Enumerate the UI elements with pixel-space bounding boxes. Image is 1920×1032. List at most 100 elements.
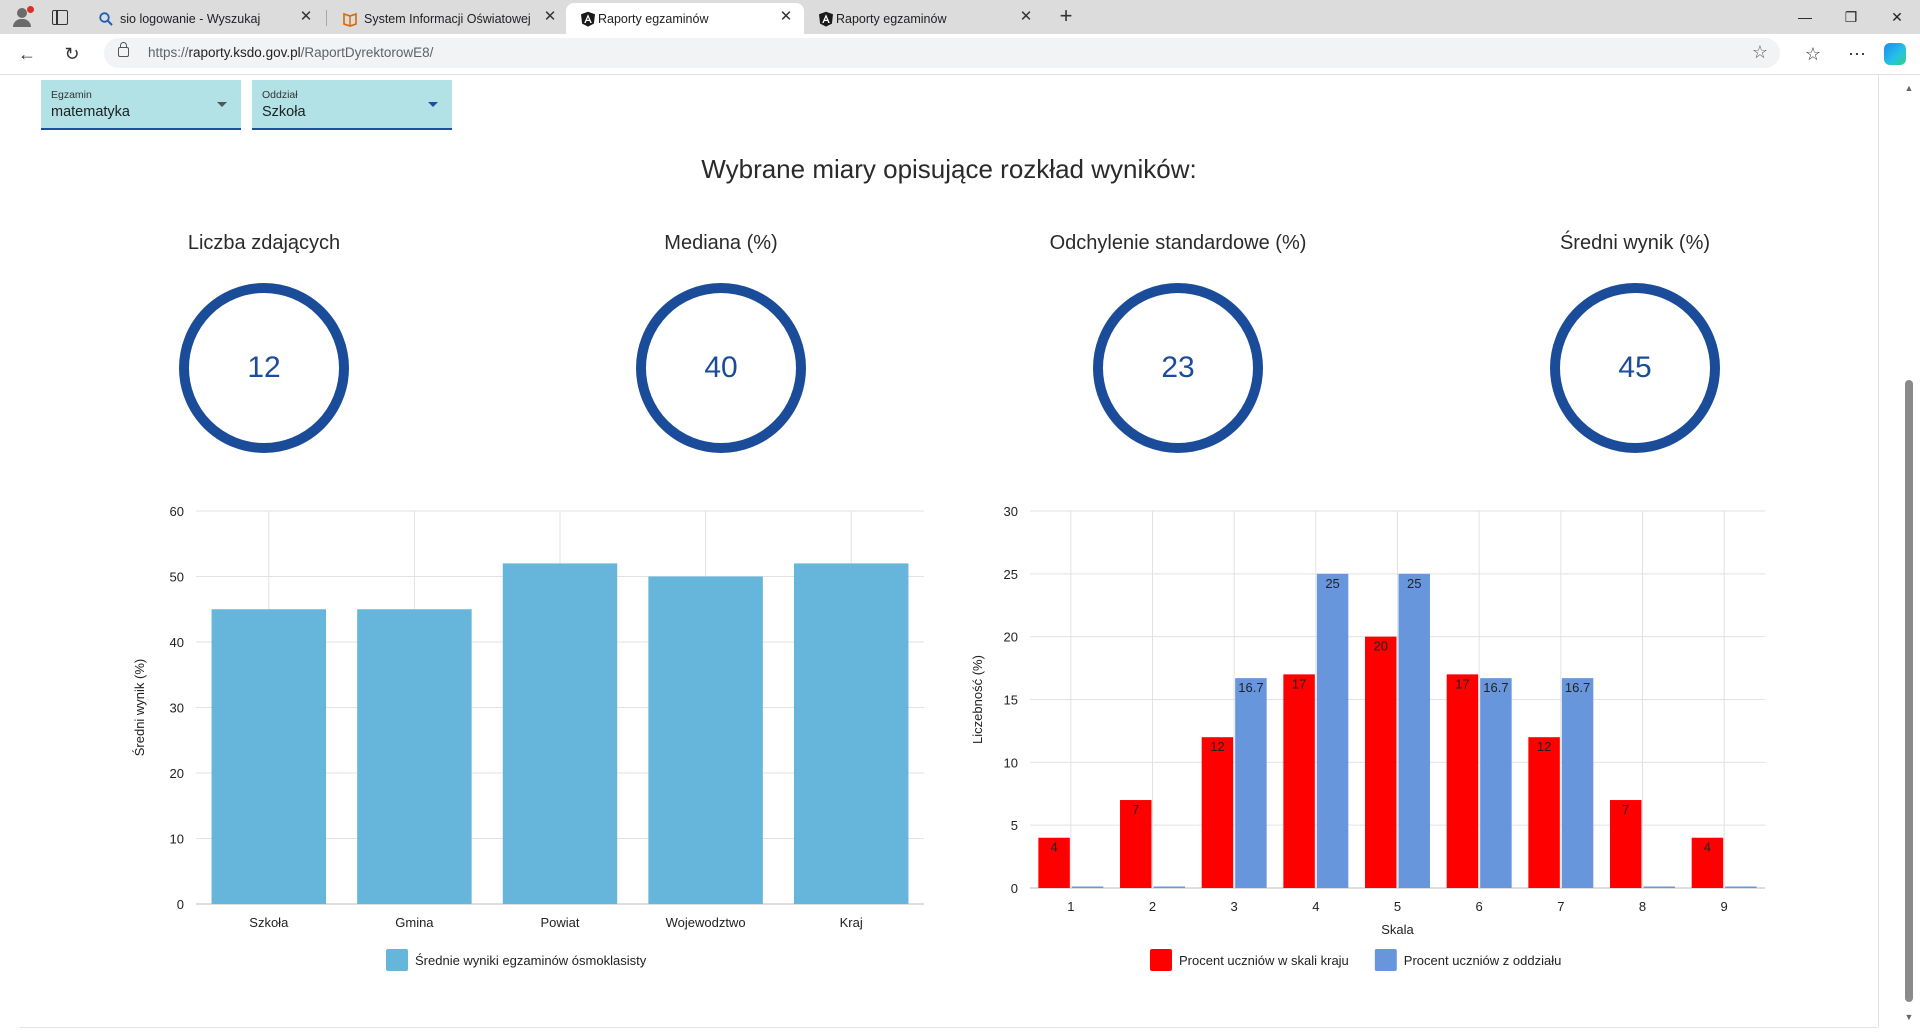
bar xyxy=(1153,886,1185,888)
section-title: Wybrane miary opisujące rozkład wyników: xyxy=(701,154,1197,184)
y-tick-label: 50 xyxy=(170,570,184,585)
y-tick-label: 30 xyxy=(170,701,184,716)
data-label: 17 xyxy=(1455,676,1469,691)
bar xyxy=(1201,737,1234,888)
y-tick-label: 10 xyxy=(1004,755,1018,770)
close-tab-icon[interactable]: ✕ xyxy=(1019,8,1033,25)
bar xyxy=(1398,573,1430,888)
scroll-up-arrow-icon[interactable]: ▲ xyxy=(1904,83,1914,93)
bar xyxy=(1610,800,1642,888)
browser-tab-1[interactable]: sio logowanie - Wyszukaj ✕ xyxy=(84,3,324,34)
division-select[interactable]: Oddział Szkoła xyxy=(252,80,452,130)
metric-label-mean: Średni wynik (%) xyxy=(1559,232,1711,254)
bar xyxy=(1283,674,1315,888)
x-tick-label: 5 xyxy=(1394,899,1401,914)
data-label: 16.7 xyxy=(1238,680,1263,695)
close-tab-icon[interactable]: ✕ xyxy=(299,8,313,25)
bar xyxy=(1691,837,1724,888)
x-tick-label: 1 xyxy=(1067,899,1074,914)
bar xyxy=(1446,674,1479,888)
restore-window-icon[interactable]: ❐ xyxy=(1844,9,1858,25)
x-tick-label: Gmina xyxy=(395,915,434,930)
bar xyxy=(793,563,909,904)
minimize-window-icon[interactable]: — xyxy=(1798,9,1812,25)
x-tick-label: 7 xyxy=(1557,899,1564,914)
metric-label-count: Liczba zdających xyxy=(187,232,341,254)
more-options-icon[interactable]: ⋯ xyxy=(1848,44,1866,64)
tab-title: Raporty egzaminów xyxy=(836,12,947,26)
address-bar[interactable]: https://raporty.ksdo.gov.pl/RaportDyrekt… xyxy=(104,38,1780,68)
new-tab-plus-icon[interactable]: + xyxy=(1059,3,1073,28)
x-tick-label: Powiat xyxy=(540,915,579,930)
y-tick-label: 0 xyxy=(1011,881,1018,896)
legend-swatch xyxy=(386,949,408,971)
data-label: 16.7 xyxy=(1565,680,1590,695)
bar xyxy=(1071,886,1104,888)
metric-value-median: 40 xyxy=(704,351,738,384)
bar xyxy=(357,609,472,904)
x-tick-label: 6 xyxy=(1476,899,1483,914)
x-tick-label: 2 xyxy=(1149,899,1156,914)
close-tab-icon[interactable]: ✕ xyxy=(779,8,793,25)
exam-select-label: Egzamin xyxy=(51,89,92,101)
division-select-value: Szkoła xyxy=(262,104,306,120)
data-label: 17 xyxy=(1292,676,1306,691)
data-label: 25 xyxy=(1407,576,1421,591)
bar xyxy=(648,576,763,904)
legend-label: Procent uczniów z oddziału xyxy=(1404,953,1562,968)
tab-title: System Informacji Oświatowej xyxy=(364,12,531,26)
y-tick-label: 25 xyxy=(1004,567,1018,582)
metric-circle-count: 12 xyxy=(179,283,349,453)
scroll-down-arrow-icon[interactable]: ▼ xyxy=(1904,1012,1914,1022)
profile-icon[interactable] xyxy=(12,6,34,27)
x-tick-label: Wojewodztwo xyxy=(666,915,746,930)
legend-label: Procent uczniów w skali kraju xyxy=(1179,953,1349,968)
tab-actions-icon[interactable] xyxy=(52,10,68,25)
bar xyxy=(1725,886,1757,888)
y-axis-title: Średni wynik (%) xyxy=(132,659,147,757)
close-tab-icon[interactable]: ✕ xyxy=(543,8,557,25)
legend-label: Średnie wyniki egzaminów ósmoklasisty xyxy=(415,953,647,968)
y-tick-label: 5 xyxy=(1011,818,1018,833)
tab-title: Raporty egzaminów xyxy=(598,12,709,26)
bar xyxy=(1120,800,1152,888)
close-window-icon[interactable]: ✕ xyxy=(1891,9,1903,25)
data-label: 7 xyxy=(1132,802,1139,817)
data-label: 4 xyxy=(1704,840,1711,855)
data-label: 4 xyxy=(1050,840,1057,855)
y-tick-label: 30 xyxy=(1004,504,1018,519)
metric-circle-median: 40 xyxy=(636,283,806,453)
book-favicon-icon xyxy=(343,12,357,27)
bar xyxy=(1365,636,1397,888)
browser-tab-2[interactable]: System Informacji Oświatowej ✕ xyxy=(328,3,568,34)
back-arrow-icon[interactable]: ← xyxy=(18,44,36,64)
data-label: 12 xyxy=(1537,739,1551,754)
favorite-star-icon[interactable]: ☆ xyxy=(1751,42,1768,62)
lock-icon[interactable] xyxy=(118,42,129,57)
y-tick-label: 20 xyxy=(1004,630,1018,645)
exam-select[interactable]: Egzamin matematyka xyxy=(41,80,241,130)
legend-swatch xyxy=(1150,949,1172,971)
y-tick-label: 15 xyxy=(1004,693,1018,708)
metric-circle-mean: 45 xyxy=(1550,283,1720,453)
x-tick-label: 4 xyxy=(1312,899,1319,914)
data-label: 16.7 xyxy=(1483,680,1508,695)
x-tick-label: Kraj xyxy=(840,915,863,930)
data-label: 7 xyxy=(1622,802,1629,817)
average-results-bar-chart: 0 10 20 30 40 50 60 Szkoła Gmina Powiat Wojewodztw… xyxy=(132,504,924,971)
favorites-list-icon[interactable]: ☆ xyxy=(1804,44,1822,64)
y-tick-label: 10 xyxy=(170,832,184,847)
vertical-scrollbar[interactable]: ▲ ▼ xyxy=(1898,75,1920,1032)
browser-tab-4[interactable]: Raporty egzaminów ✕ xyxy=(804,3,1044,34)
copilot-icon[interactable] xyxy=(1884,43,1906,65)
data-label: 20 xyxy=(1374,639,1388,654)
scrollbar-thumb[interactable] xyxy=(1905,380,1913,1002)
y-axis-title: Liczebność (%) xyxy=(970,655,985,744)
reload-icon[interactable]: ↻ xyxy=(64,44,80,64)
dropdown-arrow-icon xyxy=(428,102,438,107)
browser-tab-3-active[interactable]: Raporty egzaminów ✕ xyxy=(566,3,804,34)
division-select-label: Oddział xyxy=(262,89,298,101)
url-text[interactable]: https://raporty.ksdo.gov.pl/RaportDyrekt… xyxy=(148,45,434,60)
bar xyxy=(1316,573,1349,888)
data-label: 25 xyxy=(1325,576,1339,591)
